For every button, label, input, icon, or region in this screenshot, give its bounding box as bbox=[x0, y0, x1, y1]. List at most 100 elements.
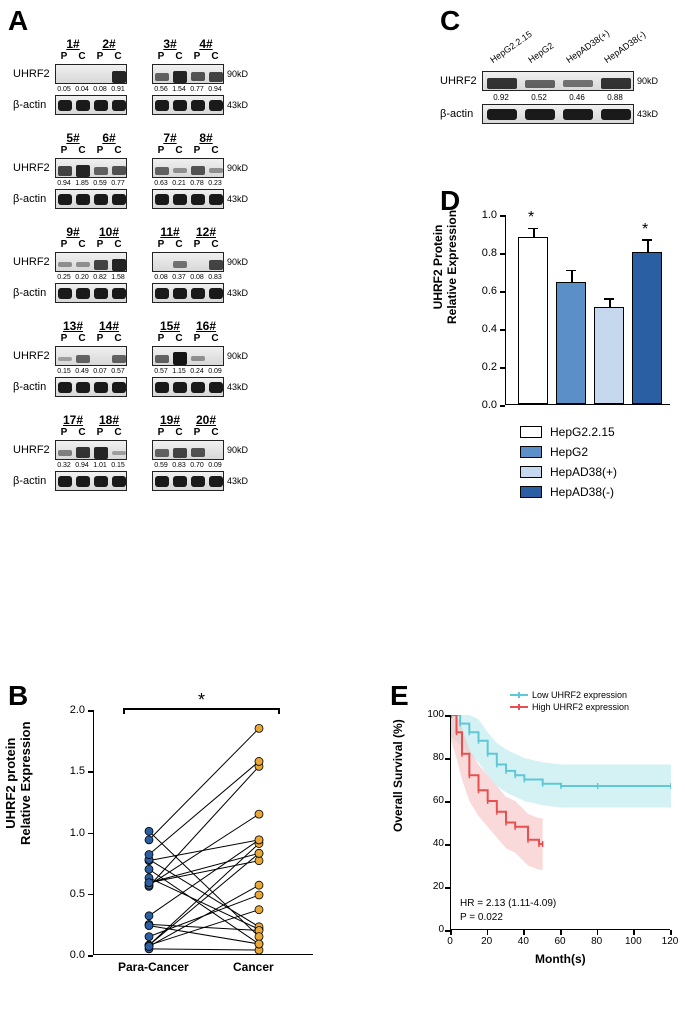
pc-label: C bbox=[206, 51, 224, 62]
quant-val: 0.77 bbox=[109, 180, 127, 187]
pc-label: C bbox=[170, 145, 188, 156]
kd-label: 43kD bbox=[637, 109, 658, 119]
kd-label: 43kD bbox=[227, 194, 248, 204]
pc-label: C bbox=[170, 239, 188, 250]
pc-label: P bbox=[91, 333, 109, 344]
quant-val: 0.63 bbox=[152, 180, 170, 187]
panel-e-xlabel: Month(s) bbox=[535, 952, 586, 966]
quant-val: 0.23 bbox=[206, 180, 224, 187]
sample-num: 12# bbox=[188, 225, 224, 239]
quant-val: 0.08 bbox=[152, 274, 170, 281]
quant-val: 0.04 bbox=[73, 86, 91, 93]
sample-num: 10# bbox=[91, 225, 127, 239]
pc-label: C bbox=[109, 427, 127, 438]
protein-label: UHRF2 bbox=[13, 350, 55, 362]
pc-label: C bbox=[73, 333, 91, 344]
pc-label: C bbox=[170, 427, 188, 438]
quant-val: 0.25 bbox=[55, 274, 73, 281]
sample-num: 8# bbox=[188, 131, 224, 145]
kd-label: 90kD bbox=[637, 76, 658, 86]
quant-val: 0.21 bbox=[170, 180, 188, 187]
panel-d-ylabel: UHRF2 Protein Relative Expression bbox=[431, 210, 459, 324]
sample-num: 17# bbox=[55, 413, 91, 427]
pc-label: C bbox=[109, 239, 127, 250]
legend-item: HepAD38(+) bbox=[520, 465, 617, 479]
sample-num: 4# bbox=[188, 37, 224, 51]
quant-val: 0.83 bbox=[206, 274, 224, 281]
protein-label: UHRF2 bbox=[440, 75, 482, 87]
legend-item: High UHRF2 expression bbox=[510, 702, 629, 712]
blot-uhrf2 bbox=[55, 440, 127, 460]
protein-label: UHRF2 bbox=[13, 256, 55, 268]
pc-label: P bbox=[152, 333, 170, 344]
protein-label: UHRF2 bbox=[13, 444, 55, 456]
quant-val: 0.32 bbox=[55, 462, 73, 469]
protein-label: β-actin bbox=[13, 287, 55, 299]
pc-label: P bbox=[188, 427, 206, 438]
quant-val: 0.83 bbox=[170, 462, 188, 469]
protein-label: β-actin bbox=[13, 99, 55, 111]
sample-num: 7# bbox=[152, 131, 188, 145]
protein-label: UHRF2 bbox=[13, 162, 55, 174]
sample-num: 3# bbox=[152, 37, 188, 51]
quant-val: 0.59 bbox=[91, 180, 109, 187]
pc-label: C bbox=[109, 145, 127, 156]
blot-uhrf2 bbox=[152, 440, 224, 460]
kd-label: 43kD bbox=[227, 382, 248, 392]
hr-text: HR = 2.13 (1.11-4.09) bbox=[460, 898, 556, 909]
sample-num: 15# bbox=[152, 319, 188, 333]
protein-label: β-actin bbox=[13, 475, 55, 487]
blot-actin bbox=[152, 283, 224, 303]
xcat-cancer: Cancer bbox=[233, 960, 274, 974]
pc-label: P bbox=[91, 427, 109, 438]
quant-val: 0.08 bbox=[91, 86, 109, 93]
sample-num: 11# bbox=[152, 225, 188, 239]
bar-0 bbox=[518, 237, 548, 404]
quant-val: 1.15 bbox=[170, 368, 188, 375]
chart-d-area: ** bbox=[505, 215, 670, 405]
quant-val: 0.70 bbox=[188, 462, 206, 469]
sample-num: 19# bbox=[152, 413, 188, 427]
quant-val: 0.94 bbox=[55, 180, 73, 187]
legend-d: HepG2.2.15HepG2HepAD38(+)HepAD38(-) bbox=[520, 425, 617, 505]
blot-actin-c bbox=[482, 104, 634, 124]
pc-label: C bbox=[206, 239, 224, 250]
quant-val: 0.52 bbox=[520, 93, 558, 102]
protein-label: β-actin bbox=[13, 193, 55, 205]
pc-label: P bbox=[91, 145, 109, 156]
pc-label: P bbox=[152, 427, 170, 438]
quant-val: 0.15 bbox=[109, 462, 127, 469]
panel-e: E Overall Survival (%) 02040608010002040… bbox=[390, 680, 680, 990]
pc-label: C bbox=[170, 333, 188, 344]
quant-val: 0.15 bbox=[55, 368, 73, 375]
legend-item: HepG2.2.15 bbox=[520, 425, 617, 439]
xcat-para: Para-Cancer bbox=[118, 960, 189, 974]
chart-b-area bbox=[93, 710, 313, 955]
pc-label: C bbox=[109, 333, 127, 344]
blot-actin bbox=[152, 377, 224, 397]
blot-actin bbox=[152, 95, 224, 115]
quant-val: 1.85 bbox=[73, 180, 91, 187]
sample-num: 13# bbox=[55, 319, 91, 333]
pc-label: P bbox=[152, 51, 170, 62]
pc-label: C bbox=[206, 333, 224, 344]
quant-val: 0.91 bbox=[109, 86, 127, 93]
blot-uhrf2 bbox=[152, 158, 224, 178]
kd-label: 90kD bbox=[227, 69, 248, 79]
sample-num: 6# bbox=[91, 131, 127, 145]
sample-num: 20# bbox=[188, 413, 224, 427]
panel-b: B UHRF2 protein Relative Expression 0.00… bbox=[8, 680, 328, 980]
quant-val: 1.58 bbox=[109, 274, 127, 281]
pc-label: P bbox=[152, 145, 170, 156]
quant-val: 0.09 bbox=[206, 368, 224, 375]
quant-val: 0.49 bbox=[73, 368, 91, 375]
panel-a-label: A bbox=[8, 5, 428, 37]
panel-c: C HepG2.2.15HepG2HepAD38(+)HepAD38(-)UHR… bbox=[440, 5, 675, 126]
blot-actin bbox=[152, 471, 224, 491]
quant-val: 0.57 bbox=[152, 368, 170, 375]
blot-actin bbox=[55, 189, 127, 209]
blot-uhrf2 bbox=[152, 64, 224, 84]
legend-e: Low UHRF2 expressionHigh UHRF2 expressio… bbox=[510, 690, 629, 714]
sig-star: * bbox=[642, 221, 648, 239]
pc-label: C bbox=[206, 145, 224, 156]
